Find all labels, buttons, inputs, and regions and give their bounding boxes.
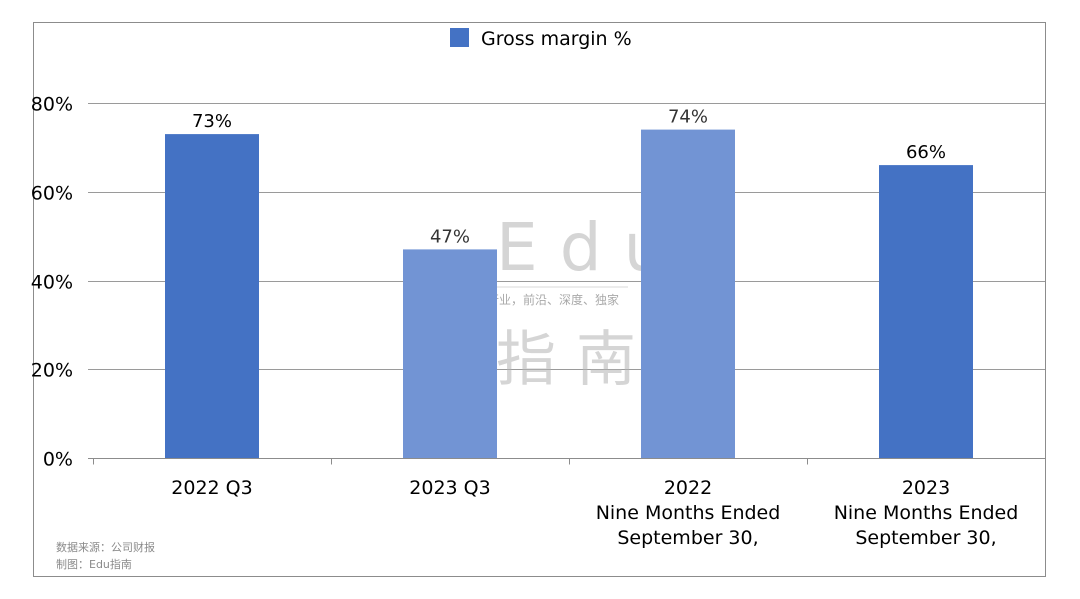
x-category-label-line: Nine Months Ended (834, 502, 1019, 524)
data-labels: 73% 47% 74% 66% (192, 107, 946, 248)
x-category-label-line: 2023 (902, 477, 950, 499)
x-category-label-line: September 30, (617, 527, 758, 549)
watermark-tagline: 教育行业，前沿、深度、独家 (463, 292, 619, 307)
legend-label: Gross margin % (481, 28, 632, 50)
x-category-label-line: 2022 Q3 (171, 477, 252, 499)
x-category-label-line: 2023 Q3 (409, 477, 490, 499)
watermark-edu: Edu (496, 209, 687, 286)
data-label: 74% (668, 107, 708, 128)
legend: Gross margin % (450, 28, 632, 50)
x-axis-category-labels: 2022 Q3 2023 Q3 2022 Nine Months Ended Septe… (171, 477, 1018, 549)
legend-swatch (450, 28, 469, 47)
x-category-label: 2023 Nine Months Ended September 30, (834, 477, 1019, 549)
data-label: 66% (906, 142, 946, 163)
y-tick-label: 80% (31, 94, 73, 116)
x-category-label: 2023 Q3 (409, 477, 490, 499)
credit-line: 制图：Edu指南 (56, 557, 132, 571)
x-category-label-line: 2022 (664, 477, 712, 499)
watermark: Edu 教育行业，前沿、深度、独家 指南 (463, 209, 687, 395)
bar (403, 249, 497, 458)
y-tick-label: 60% (31, 183, 73, 205)
watermark-chinese: 指南 (496, 325, 656, 395)
source-line: 数据来源：公司财报 (56, 540, 155, 554)
data-label: 47% (430, 226, 470, 247)
x-category-label-line: Nine Months Ended (596, 502, 781, 524)
bar (641, 129, 735, 458)
x-axis-ticks (93, 458, 1046, 465)
y-axis-tick-labels: 0% 20% 40% 60% 80% (31, 94, 73, 471)
source-note: 数据来源：公司财报 制图：Edu指南 (56, 540, 155, 571)
x-category-label: 2022 Q3 (171, 477, 252, 499)
x-category-label-line: September 30, (855, 527, 996, 549)
bars (165, 129, 973, 458)
y-tick-label: 40% (31, 272, 73, 294)
bar (879, 165, 973, 458)
y-tick-label: 0% (43, 449, 73, 471)
data-label: 73% (192, 111, 232, 132)
y-tick-label: 20% (31, 360, 73, 382)
x-category-label: 2022 Nine Months Ended September 30, (596, 477, 781, 549)
bar (165, 134, 259, 458)
